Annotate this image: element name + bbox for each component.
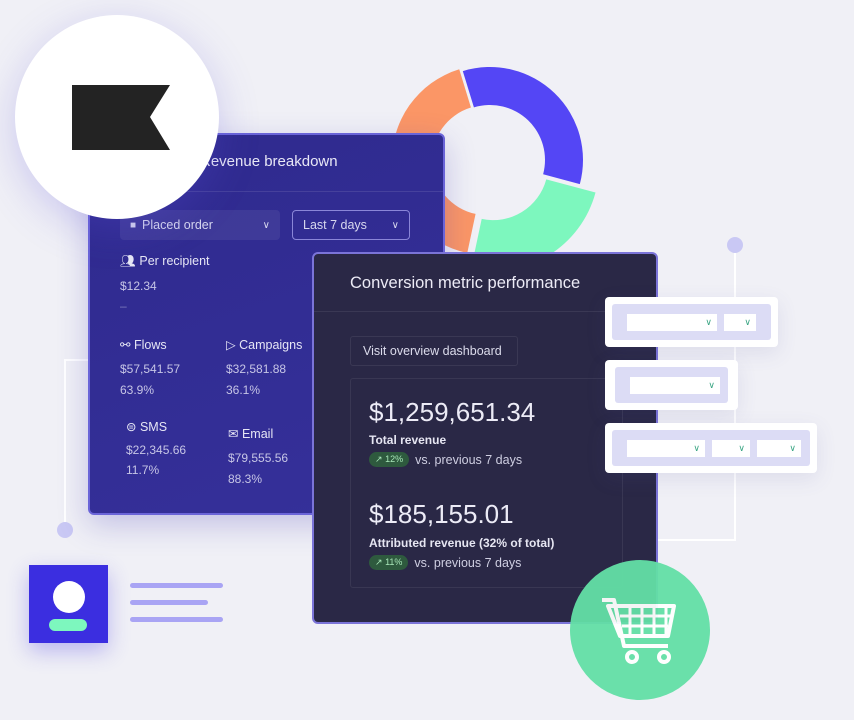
connector-line	[658, 539, 736, 541]
per-recipient-dash: –	[120, 299, 127, 313]
date-range-select[interactable]: Last 7 days ∨	[292, 210, 410, 240]
dropdown[interactable]: ∨	[630, 376, 720, 394]
comparison-text: vs. previous 7 days	[414, 555, 522, 570]
dropdown[interactable]: ∨	[627, 439, 705, 457]
label-text: Per recipient	[139, 254, 210, 268]
sms-label: ⊜ SMS	[126, 419, 167, 434]
label-text: Flows	[133, 338, 167, 352]
connector-dot	[57, 522, 73, 538]
text-placeholder-line	[130, 600, 208, 605]
per-recipient-value: $12.34	[120, 279, 157, 293]
chevron-down-icon: ∨	[262, 219, 270, 231]
flows-label: ⚯ Flows	[120, 337, 167, 352]
shopping-cart-icon	[602, 598, 676, 664]
campaigns-value: $32,581.88	[226, 362, 287, 376]
flag-logo-icon	[72, 85, 170, 150]
sms-percent: 11.7%	[126, 463, 160, 477]
change-badge: ↗ 12%	[369, 452, 410, 467]
chevron-down-icon: ∨	[693, 442, 700, 453]
chevron-down-icon: ∨	[789, 442, 796, 453]
panel-title: Revenue breakdown	[200, 153, 338, 170]
filter-card: ∨ ∨ ∨	[605, 423, 817, 473]
panel-title: Conversion metric performance	[350, 274, 581, 292]
cart-badge	[570, 560, 710, 700]
send-icon: ▷	[226, 338, 236, 352]
attributed-revenue-change: ↗ 11% vs. previous 7 days	[369, 555, 521, 570]
chevron-down-icon: ∨	[391, 219, 399, 231]
chevron-down-icon: ∨	[744, 316, 751, 327]
logo-badge	[15, 15, 219, 219]
dropdown[interactable]: ∨	[724, 313, 756, 331]
label-text: SMS	[139, 420, 168, 434]
email-percent: 88.3%	[228, 472, 263, 486]
change-badge: ↗ 11%	[369, 555, 409, 570]
comparison-text: vs. previous 7 days	[415, 452, 523, 467]
metrics-box: $1,259,651.34 Total revenue ↗ 12% vs. pre…	[350, 378, 623, 588]
flows-icon: ⚯	[120, 338, 131, 352]
change-text: 12%	[385, 454, 404, 464]
trend-up-icon: ↗	[375, 454, 383, 464]
chevron-down-icon: ∨	[708, 379, 715, 390]
text-placeholder-line	[130, 617, 223, 622]
filter-card: ∨ ∨	[605, 297, 778, 347]
dropdown[interactable]: ∨	[627, 313, 717, 331]
label-text: Email	[241, 427, 274, 441]
attributed-revenue-value: $185,155.01	[369, 499, 514, 529]
trend-up-icon: ↗	[375, 557, 383, 567]
connector-line	[64, 359, 66, 531]
shopify-icon: ■	[130, 219, 137, 231]
campaigns-label: ▷ Campaigns	[226, 337, 302, 352]
connector-dot	[727, 237, 743, 253]
sms-value: $22,345.66	[126, 443, 187, 457]
text-placeholder-line	[130, 583, 223, 588]
mail-icon: ✉	[228, 427, 239, 441]
conversion-metric-panel: Conversion metric performance Visit over…	[312, 252, 658, 624]
dropdown[interactable]: ∨	[757, 439, 801, 457]
users-icon: 👥︎	[120, 254, 136, 268]
total-revenue-label: Total revenue	[369, 433, 447, 447]
user-avatar-icon	[49, 581, 87, 631]
attributed-revenue-label: Attributed revenue (32% of total)	[369, 536, 555, 550]
donut-segment	[471, 179, 596, 270]
visit-dashboard-button[interactable]: Visit overview dashboard	[350, 336, 518, 366]
connector-line	[64, 359, 90, 361]
filter-card: ∨	[605, 360, 738, 410]
select-value: Placed order	[142, 218, 213, 232]
campaigns-percent: 36.1%	[226, 383, 261, 397]
avatar-tile	[29, 565, 108, 643]
metric-select[interactable]: ■ Placed order ∨	[120, 210, 280, 240]
chevron-down-icon: ∨	[738, 442, 745, 453]
dropdown[interactable]: ∨	[712, 439, 750, 457]
change-text: 11%	[385, 557, 403, 567]
total-revenue-change: ↗ 12% vs. previous 7 days	[369, 452, 522, 467]
email-value: $79,555.56	[228, 451, 289, 465]
chevron-down-icon: ∨	[705, 316, 712, 327]
divider	[90, 191, 443, 192]
flows-percent: 63.9%	[120, 383, 155, 397]
per-recipient-label: 👥︎ Per recipient	[120, 254, 210, 269]
select-value: Last 7 days	[303, 218, 367, 232]
total-revenue-value: $1,259,651.34	[369, 397, 536, 427]
label-text: Campaigns	[239, 338, 303, 352]
divider	[314, 311, 656, 312]
sms-icon: ⊜	[126, 420, 137, 434]
flows-value: $57,541.57	[120, 362, 181, 376]
email-label: ✉ Email	[228, 426, 273, 441]
donut-segment	[462, 67, 583, 185]
